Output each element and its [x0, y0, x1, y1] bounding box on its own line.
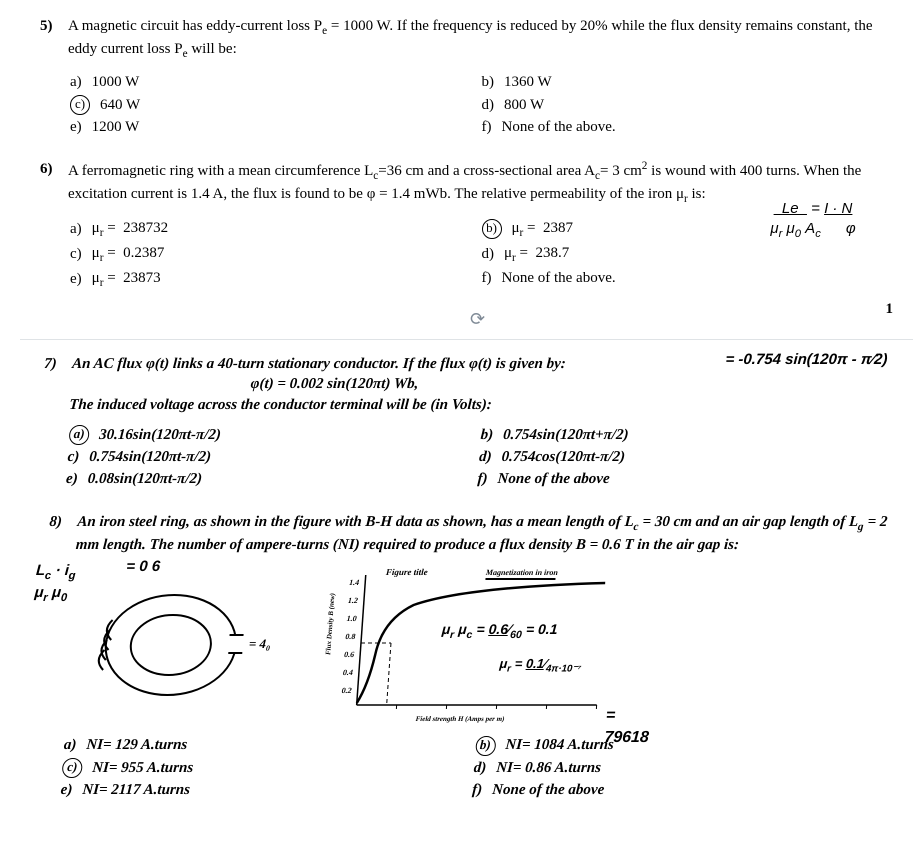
svg-text:= 4₀: = 4₀	[248, 636, 271, 651]
q7-left-options: a)30.16sin(120πt-π/2) c)0.754sin(120πt-π…	[65, 423, 481, 492]
q7-opt-e: e)0.08sin(120πt-π/2)	[65, 470, 478, 490]
svg-text:0.4: 0.4	[343, 668, 354, 677]
q8-options: a)NI= 129 A.turns c)NI= 955 A.turns e)NI…	[60, 733, 888, 802]
svg-text:0.8: 0.8	[345, 632, 356, 641]
q8-opt-f: f)None of the above	[471, 780, 884, 800]
question-6: 6) A ferromagnetic ring with a mean circ…	[40, 159, 893, 319]
svg-text:1.2: 1.2	[348, 596, 359, 605]
q7-opt-c: c)0.754sin(120πt-π/2)	[67, 447, 480, 467]
q6-right-options: b)μr = 2387 d)μr = 238.7 f)None of the a…	[482, 216, 894, 294]
q5-body: A magnetic circuit has eddy-current loss…	[68, 16, 893, 62]
q8-opt-b: b)NI= 1084 A.turns	[475, 735, 888, 755]
circled-answer-icon: c)	[70, 95, 90, 115]
q8-opt-e: e)NI= 2117 A.turns	[60, 780, 473, 800]
svg-text:Field strength H (Amps per m: Field strength H (Amps per m)	[415, 715, 504, 723]
q6-row: 6) A ferromagnetic ring with a mean circ…	[40, 159, 893, 207]
q6-opt-b: b)μr = 2387	[482, 218, 894, 241]
q5-opt-c: c)640 W	[70, 95, 482, 115]
q7-opt-b: b)0.754sin(120πt+π/2)	[480, 425, 893, 445]
q6-options: a)μr = 238732 c)μr = 0.2387 e)μr = 23873…	[70, 216, 893, 294]
q8-left-options: a)NI= 129 A.turns c)NI= 955 A.turns e)NI…	[60, 733, 476, 802]
q6-number: 6)	[40, 159, 68, 179]
q5-left-options: a)1000 W c)640 W e)1200 W	[70, 70, 482, 139]
q7-body: An AC flux φ(t) links a 40-turn stationa…	[69, 354, 898, 415]
circled-answer-icon: c)	[62, 758, 83, 778]
q8-row: 8) An iron steel ring, as shown in the f…	[47, 512, 903, 555]
q5-opt-d: d)800 W	[482, 95, 894, 115]
svg-text:0.6: 0.6	[344, 650, 355, 659]
bh-figure: 1.4 1.2 1.0 0.8 0.6 0.4 0.2 Figu	[315, 565, 626, 725]
q5-number: 5)	[40, 16, 68, 36]
svg-text:1.4: 1.4	[349, 578, 360, 587]
q8-body: An iron steel ring, as shown in the figu…	[75, 512, 903, 555]
q8-figures: = 4₀ = 0 6 Lc · ig μr μ0 1.4 1.2	[55, 565, 899, 725]
q6-body: A ferromagnetic ring with a mean circumf…	[68, 159, 893, 207]
q8-opt-a: a)NI= 129 A.turns	[63, 735, 476, 755]
q7-options: a)30.16sin(120πt-π/2) c)0.754sin(120πt-π…	[65, 423, 893, 492]
q7-opt-d: d)0.754cos(120πt-π/2)	[478, 447, 891, 467]
svg-text:0.2: 0.2	[341, 686, 352, 695]
q5-opt-b: b)1360 W	[482, 72, 894, 92]
ring-svg: = 4₀	[56, 565, 286, 715]
q8-right-options: b)NI= 1084 A.turns d)NI= 0.86 A.turns f)…	[471, 733, 887, 802]
svg-text:Flux Density B (new): Flux Density B (new)	[324, 593, 336, 655]
q7-number: 7)	[43, 354, 72, 374]
page-number: 1	[40, 299, 893, 319]
q6-opt-c: c)μr = 0.2387	[70, 243, 482, 266]
q5-row: 5) A magnetic circuit has eddy-current l…	[40, 16, 893, 62]
q5-opt-a: a)1000 W	[70, 72, 482, 92]
q5-opt-f: f)None of the above.	[482, 117, 894, 137]
q6-opt-d: d)μr = 238.7	[482, 243, 894, 266]
q6-opt-a: a)μr = 238732	[70, 218, 482, 241]
svg-text:Figure title: Figure title	[385, 567, 428, 577]
q8-number: 8)	[49, 512, 78, 532]
bh-svg: 1.4 1.2 1.0 0.8 0.6 0.4 0.2 Figu	[315, 565, 626, 725]
q5-opt-e: e)1200 W	[70, 117, 482, 137]
q7-opt-a: a)30.16sin(120πt-π/2)	[68, 425, 481, 445]
q6-opt-f: f)None of the above.	[482, 268, 894, 288]
q8-opt-d: d)NI= 0.86 A.turns	[473, 758, 886, 778]
circled-answer-icon: b)	[482, 219, 502, 239]
q5-right-options: b)1360 W d)800 W f)None of the above.	[482, 70, 894, 139]
q7-row: 7) An AC flux φ(t) links a 40-turn stati…	[41, 354, 898, 415]
section-divider	[20, 339, 913, 340]
q6-left-options: a)μr = 238732 c)μr = 0.2387 e)μr = 23873	[70, 216, 482, 294]
circled-answer-icon: a)	[68, 425, 89, 445]
q7-right-options: b)0.754sin(120πt+π/2) d)0.754cos(120πt-π…	[477, 423, 893, 492]
svg-text:Magnetization in iron: Magnetization in iron	[485, 568, 559, 577]
question-5: 5) A magnetic circuit has eddy-current l…	[40, 16, 893, 139]
svg-text:1.0: 1.0	[346, 614, 357, 623]
q6-opt-e: e)μr = 23873	[70, 268, 482, 291]
ring-figure: = 4₀ = 0 6 Lc · ig μr μ0	[56, 565, 286, 715]
question-8: 8) An iron steel ring, as shown in the f…	[30, 512, 903, 802]
q8-opt-c: c)NI= 955 A.turns	[62, 758, 475, 778]
circled-answer-icon: b)	[475, 735, 496, 755]
question-7: 7) An AC flux φ(t) links a 40-turn stati…	[35, 354, 898, 492]
q7-opt-f: f)None of the above	[477, 470, 890, 490]
q5-options: a)1000 W c)640 W e)1200 W b)1360 W d)800…	[70, 70, 893, 139]
refresh-icon: ⟳	[470, 307, 485, 331]
